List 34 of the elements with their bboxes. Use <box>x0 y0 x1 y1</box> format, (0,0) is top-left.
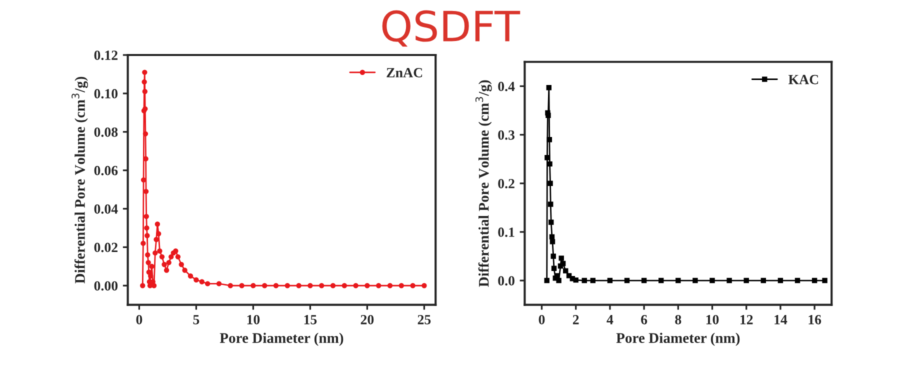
x-tick-label: 4 <box>606 315 614 324</box>
chart-title: QSDFT <box>382 10 520 47</box>
x-tick-label: 2 <box>572 315 579 324</box>
x-tick-label: 14 <box>774 315 788 324</box>
x-axis-title: Pore Diameter (nm) <box>616 332 740 346</box>
x-tick-label: 0 <box>136 314 142 324</box>
x-tick-label: 25 <box>418 315 431 324</box>
x-tick-label: 15 <box>304 315 317 324</box>
x-tick-label: 10 <box>247 314 260 324</box>
legend-label: KAC <box>788 74 818 84</box>
y-tick-label: 0.06 <box>94 166 118 176</box>
y-tick-label: 0.12 <box>94 50 118 60</box>
y-tick-label: 0.04 <box>94 204 118 214</box>
y-tick-label: 0.3 <box>498 130 515 140</box>
x-axis-title: Pore Diameter (nm) <box>220 332 344 346</box>
y-tick-label: 0.0 <box>498 276 514 286</box>
y-axis-title: Differential Pore Volume (cm$^{3}$/g) <box>475 80 492 287</box>
y-tick-label: 0.08 <box>94 127 118 137</box>
y-tick-label: 0.02 <box>94 242 118 252</box>
y-tick-label: 0.4 <box>498 82 515 92</box>
x-tick-label: 20 <box>360 314 374 324</box>
y-tick-label: 0.00 <box>94 281 118 291</box>
y-tick-label: 0.10 <box>94 89 118 98</box>
y-tick-label: 0.2 <box>498 178 514 188</box>
x-tick-label: 0 <box>538 314 545 324</box>
x-tick-label: 16 <box>808 315 822 324</box>
x-tick-label: 8 <box>675 314 682 324</box>
y-axis-title: Differential Pore Volume (cm$^{3}$/g) <box>72 76 88 284</box>
x-tick-label: 6 <box>641 315 648 324</box>
legend-label: ZnAC <box>386 68 422 78</box>
y-tick-label: 0.1 <box>498 228 514 237</box>
x-tick-label: 5 <box>193 315 200 324</box>
x-tick-label: 10 <box>706 314 719 324</box>
x-tick-label: 12 <box>740 315 753 324</box>
